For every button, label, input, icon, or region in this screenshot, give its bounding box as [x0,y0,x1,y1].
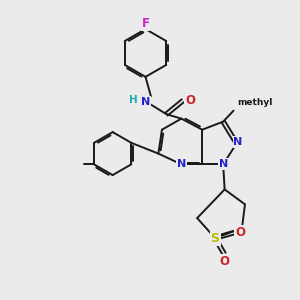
Text: N: N [233,137,243,147]
Text: H: H [129,95,137,105]
Text: N: N [177,159,186,169]
Text: F: F [142,16,149,30]
Text: methyl: methyl [238,98,273,107]
Text: N: N [141,97,150,106]
Text: S: S [211,232,220,244]
Text: O: O [235,226,245,239]
Text: O: O [219,255,229,268]
Text: O: O [185,94,195,107]
Text: methyl: methyl [237,106,242,108]
Text: N: N [219,159,228,169]
